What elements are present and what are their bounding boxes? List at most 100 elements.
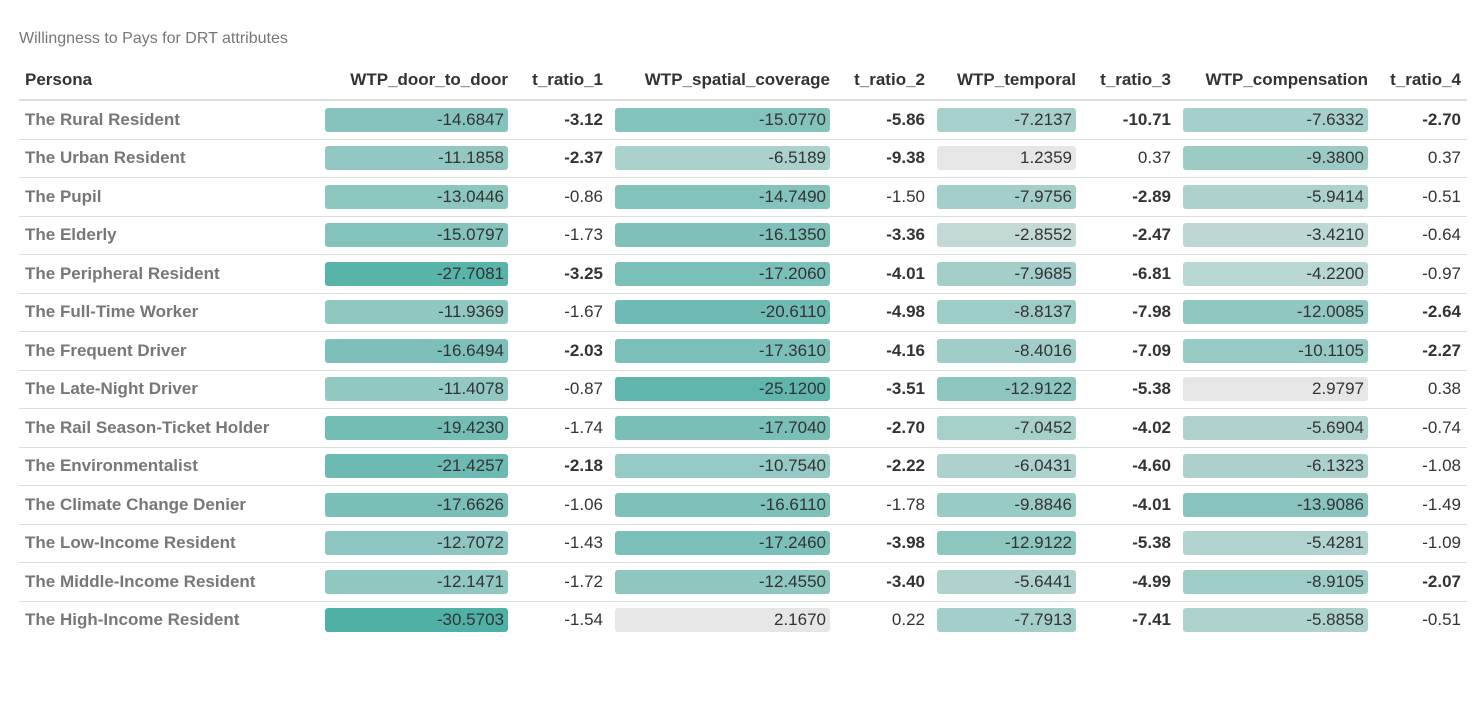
column-header-t-ratio-4[interactable]: t_ratio_4 [1374,61,1467,101]
wtp-compensation-cell: 2.9797 [1177,369,1374,409]
t-ratio-3-cell: 0.37 [1082,138,1177,178]
wtp-temporal-cell: -7.0452 [931,408,1082,447]
wtp-temporal-cell: -5.6441 [931,562,1082,601]
value-bar: -17.2060 [615,261,830,286]
value-bar: -14.7490 [615,184,830,209]
value-bar: -17.7040 [615,415,830,440]
wtp-door-to-door-cell: -30.5703 [319,600,514,639]
value-bar: -9.8846 [937,492,1076,517]
t-ratio-1-cell: -1.67 [514,292,609,332]
column-header-wtp-temporal[interactable]: WTP_temporal [931,61,1082,101]
wtp-spatial-coverage-cell: -17.3610 [609,331,836,370]
t-ratio-4-cell: -2.27 [1374,331,1467,370]
value-bar: 1.2359 [937,146,1076,171]
value-bar: -12.7072 [325,531,508,556]
wtp-temporal-cell: -8.8137 [931,292,1082,332]
wtp-spatial-coverage-cell: -15.0770 [609,99,836,139]
column-header-wtp-compensation[interactable]: WTP_compensation [1177,61,1374,101]
wtp-compensation-cell: -4.2200 [1177,254,1374,293]
column-header-wtp-spatial-coverage[interactable]: WTP_spatial_coverage [609,61,836,101]
wtp-compensation-cell: -5.8858 [1177,600,1374,639]
wtp-table: Persona WTP_door_to_door t_ratio_1 WTP_s… [19,61,1467,639]
t-ratio-1-cell: -3.25 [514,254,609,293]
wtp-compensation-cell: -5.4281 [1177,523,1374,563]
wtp-door-to-door-cell: -11.9369 [319,292,514,332]
value-bar: -7.7913 [937,608,1076,633]
table-row: The Environmentalist -21.4257 -2.18 -10.754… [19,446,1467,486]
wtp-temporal-cell: 1.2359 [931,138,1082,178]
t-ratio-2-cell: -5.86 [836,99,931,139]
wtp-compensation-cell: -5.6904 [1177,408,1374,447]
wtp-spatial-coverage-cell: -17.7040 [609,408,836,447]
t-ratio-4-cell: -1.49 [1374,485,1467,524]
t-ratio-3-cell: -5.38 [1082,369,1177,409]
value-bar: -13.9086 [1183,492,1368,517]
wtp-door-to-door-cell: -19.4230 [319,408,514,447]
t-ratio-3-cell: -4.60 [1082,446,1177,486]
wtp-temporal-cell: -8.4016 [931,331,1082,370]
wtp-temporal-cell: -7.2137 [931,99,1082,139]
persona-cell: The High-Income Resident [19,600,319,639]
table-body: The Rural Resident -14.6847 -3.12 -15.0770-… [19,99,1467,639]
table-row: The Middle-Income Resident -12.1471 -1.72-… [19,562,1467,601]
value-bar: -17.3610 [615,338,830,363]
value-bar: -2.8552 [937,223,1076,248]
t-ratio-3-cell: -5.38 [1082,523,1177,563]
value-bar: -11.9369 [325,300,508,325]
t-ratio-2-cell: -1.78 [836,485,931,524]
wtp-spatial-coverage-cell: -17.2460 [609,523,836,563]
wtp-temporal-cell: -7.7913 [931,600,1082,639]
value-bar: -12.1471 [325,569,508,594]
t-ratio-4-cell: -0.64 [1374,215,1467,255]
wtp-door-to-door-cell: -16.6494 [319,331,514,370]
t-ratio-1-cell: -2.37 [514,138,609,178]
table-row: The Climate Change Denier -17.6626 -1.06 -1… [19,485,1467,524]
value-bar: -12.9122 [937,377,1076,402]
wtp-compensation-cell: -12.0085 [1177,292,1374,332]
wtp-compensation-cell: -3.4210 [1177,215,1374,255]
column-header-wtp-door-to-door[interactable]: WTP_door_to_door [319,61,514,101]
wtp-spatial-coverage-cell: -6.5189 [609,138,836,178]
value-bar: -16.6110 [615,492,830,517]
t-ratio-2-cell: -3.36 [836,215,931,255]
t-ratio-2-cell: -1.50 [836,177,931,216]
wtp-spatial-coverage-cell: 2.1670 [609,600,836,639]
t-ratio-3-cell: -7.41 [1082,600,1177,639]
t-ratio-3-cell: -4.02 [1082,408,1177,447]
table-caption: Willingness to Pays for DRT attributes [19,30,288,47]
wtp-temporal-cell: -12.9122 [931,369,1082,409]
value-bar: -8.9105 [1183,569,1368,594]
table-row: The Low-Income Resident -12.7072 -1.43 -17.… [19,523,1467,563]
t-ratio-2-cell: -3.51 [836,369,931,409]
value-bar: -5.4281 [1183,531,1368,556]
persona-cell: The Low-Income Resident [19,523,319,563]
value-bar: -7.6332 [1183,107,1368,132]
column-header-t-ratio-2[interactable]: t_ratio_2 [836,61,931,101]
wtp-door-to-door-cell: -12.1471 [319,562,514,601]
value-bar: -6.0431 [937,454,1076,479]
t-ratio-4-cell: -1.08 [1374,446,1467,486]
t-ratio-2-cell: -4.16 [836,331,931,370]
column-header-t-ratio-3[interactable]: t_ratio_3 [1082,61,1177,101]
t-ratio-4-cell: -0.74 [1374,408,1467,447]
persona-cell: The Pupil [19,177,319,216]
persona-cell: The Middle-Income Resident [19,562,319,601]
column-header-t-ratio-1[interactable]: t_ratio_1 [514,61,609,101]
t-ratio-1-cell: -1.74 [514,408,609,447]
wtp-spatial-coverage-cell: -16.6110 [609,485,836,524]
value-bar: -7.2137 [937,107,1076,132]
t-ratio-2-cell: -4.01 [836,254,931,293]
t-ratio-4-cell: 0.38 [1374,369,1467,409]
t-ratio-3-cell: -2.47 [1082,215,1177,255]
wtp-spatial-coverage-cell: -14.7490 [609,177,836,216]
value-bar: -8.8137 [937,300,1076,325]
persona-cell: The Peripheral Resident [19,254,319,293]
value-bar: -10.7540 [615,454,830,479]
table-row: The Rail Season-Ticket Holder -19.4230 -1.… [19,408,1467,447]
t-ratio-4-cell: -2.70 [1374,99,1467,139]
persona-cell: The Elderly [19,215,319,255]
persona-cell: The Climate Change Denier [19,485,319,524]
value-bar: -12.0085 [1183,300,1368,325]
column-header-persona[interactable]: Persona [19,61,319,101]
wtp-temporal-cell: -7.9685 [931,254,1082,293]
